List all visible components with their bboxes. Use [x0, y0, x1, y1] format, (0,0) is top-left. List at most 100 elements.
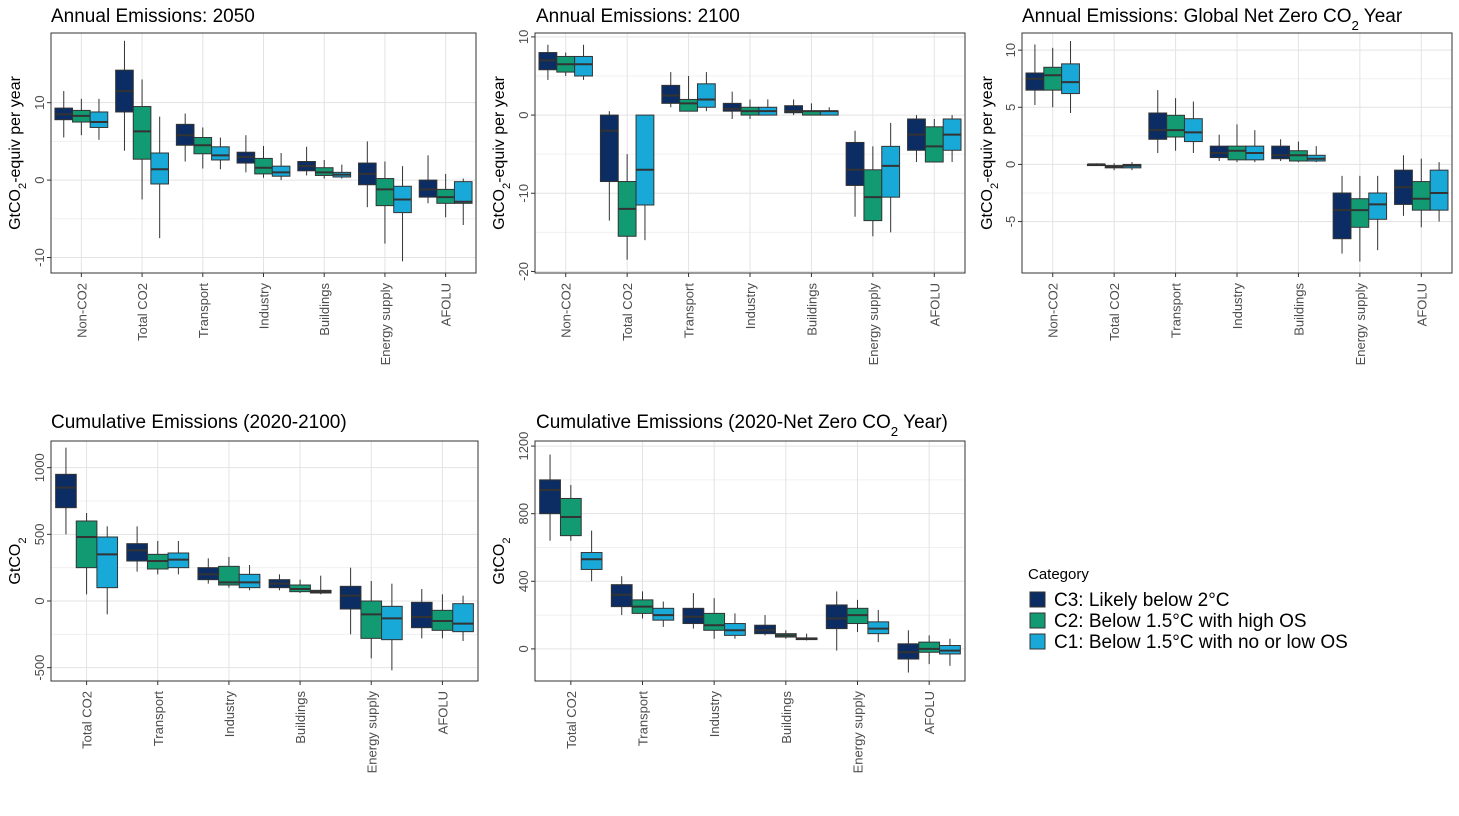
box-buildings-c1: [309, 575, 332, 595]
x-tick-label-total-co2: Total CO2: [80, 691, 95, 749]
x-tick-label-industry: Industry: [1230, 283, 1245, 330]
x-tick-label-transport: Transport: [196, 283, 211, 339]
box-body: [635, 114, 655, 206]
box-industry-c2: [254, 146, 273, 178]
box-energy-supply-c3: [825, 591, 848, 651]
box-buildings-c2: [774, 630, 797, 639]
box-afolu-c3: [410, 589, 433, 639]
box-body: [539, 479, 561, 515]
box-buildings-c3: [754, 615, 776, 636]
x-tick-label-non-co2: Non-CO2: [559, 283, 574, 338]
box-total-co2-c2: [132, 79, 152, 200]
box-body: [1166, 114, 1185, 138]
x-tick-label-transport: Transport: [151, 691, 166, 747]
box-body: [452, 603, 474, 633]
panel-title: Cumulative Emissions (2020-Net Zero CO2 …: [536, 412, 948, 439]
box-body: [825, 604, 848, 630]
box-body: [1368, 192, 1388, 220]
y-tick-label: 0: [1003, 161, 1018, 168]
x-tick-label-transport: Transport: [682, 283, 697, 339]
box-energy-supply-c3: [845, 130, 865, 217]
box-total-co2-c3: [55, 447, 77, 535]
x-tick-label-transport: Transport: [636, 691, 651, 747]
x-tick-label-afolu: AFOLU: [435, 691, 450, 734]
box-buildings-c3: [784, 99, 804, 116]
panel-title: Annual Emissions: 2050: [51, 6, 255, 27]
box-industry-c1: [724, 613, 746, 639]
x-tick-label-afolu: AFOLU: [439, 283, 454, 326]
box-body: [375, 178, 395, 207]
legend-swatch-c3: [1029, 591, 1046, 608]
x-tick-label-energy-supply: Energy supply: [364, 691, 379, 774]
panel-title: Cumulative Emissions (2020-2100): [51, 412, 347, 433]
box-body: [339, 585, 362, 610]
box-body: [410, 601, 433, 629]
y-tick-label: 800: [516, 503, 531, 525]
panel-1: Annual Emissions: 2050 -10 0 10GtCO2-equiv …: [7, 6, 477, 366]
box-transport-c3: [661, 72, 681, 108]
box-transport-c2: [1166, 98, 1185, 151]
plot-area: [535, 441, 965, 681]
box-non-co2-c3: [1025, 44, 1045, 105]
legend-swatch-c1: [1029, 633, 1046, 650]
box-transport-c3: [610, 576, 633, 616]
y-axis-label: GtCO2-equiv per year: [7, 75, 29, 230]
box-body: [1411, 181, 1431, 211]
box-body: [1061, 63, 1080, 95]
box-body: [1227, 145, 1247, 161]
box-non-co2-c2: [556, 52, 576, 76]
box-non-co2-c3: [54, 91, 74, 138]
box-total-co2-c1: [1122, 162, 1142, 171]
x-tick-label-industry: Industry: [707, 691, 722, 738]
box-body: [89, 111, 109, 128]
legend-label-c1: C1: Below 1.5°C with no or low OS: [1054, 632, 1348, 653]
box-energy-supply-c1: [381, 583, 403, 671]
box-energy-supply-c1: [393, 166, 412, 262]
box-buildings-c1: [332, 164, 352, 179]
box-buildings-c3: [297, 146, 316, 176]
box-afolu-c1: [939, 638, 961, 666]
box-transport-c1: [167, 541, 190, 575]
box-body: [1148, 112, 1168, 140]
box-transport-c2: [679, 75, 698, 112]
box-non-co2-c2: [1043, 47, 1063, 108]
box-body: [126, 543, 148, 562]
box-buildings-c2: [289, 579, 311, 593]
box-afolu-c1: [453, 178, 473, 225]
x-tick-label-total-co2: Total CO2: [564, 691, 579, 749]
box-body: [696, 83, 716, 108]
box-industry-c3: [197, 558, 220, 584]
box-afolu-c2: [1411, 158, 1431, 228]
y-tick-label: 5: [1003, 104, 1018, 111]
x-tick-label-afolu: AFOLU: [1414, 283, 1429, 326]
box-body: [703, 612, 726, 631]
box-total-co2-c2: [617, 154, 637, 260]
x-tick-label-non-co2: Non-CO2: [1046, 283, 1061, 338]
y-tick-label: 0: [32, 597, 47, 604]
box-body: [271, 165, 291, 177]
plot-area: [51, 441, 478, 681]
box-industry-c1: [238, 565, 261, 591]
box-body: [599, 114, 619, 183]
box-industry-c1: [271, 153, 291, 181]
box-total-co2-c3: [115, 40, 134, 151]
box-transport-c3: [126, 526, 148, 572]
box-body: [360, 600, 383, 639]
box-body: [863, 169, 883, 222]
box-body: [1209, 145, 1229, 159]
y-tick-label: 10: [32, 95, 47, 109]
panel-5: Cumulative Emissions (2020-Net Zero CO2 …: [491, 412, 966, 773]
box-energy-supply-c3: [358, 141, 377, 208]
panel-border: [534, 32, 966, 274]
box-body: [918, 641, 941, 653]
box-body: [1332, 192, 1352, 240]
x-tick-label-total-co2: Total CO2: [135, 283, 150, 341]
x-tick-label-energy-supply: Energy supply: [378, 283, 393, 366]
box-body: [1271, 145, 1291, 160]
x-tick-label-total-co2: Total CO2: [620, 283, 635, 341]
box-body: [1043, 66, 1063, 91]
box-body: [722, 102, 742, 112]
box-buildings-c2: [314, 159, 334, 179]
x-tick-label-non-co2: Non-CO2: [74, 283, 89, 338]
